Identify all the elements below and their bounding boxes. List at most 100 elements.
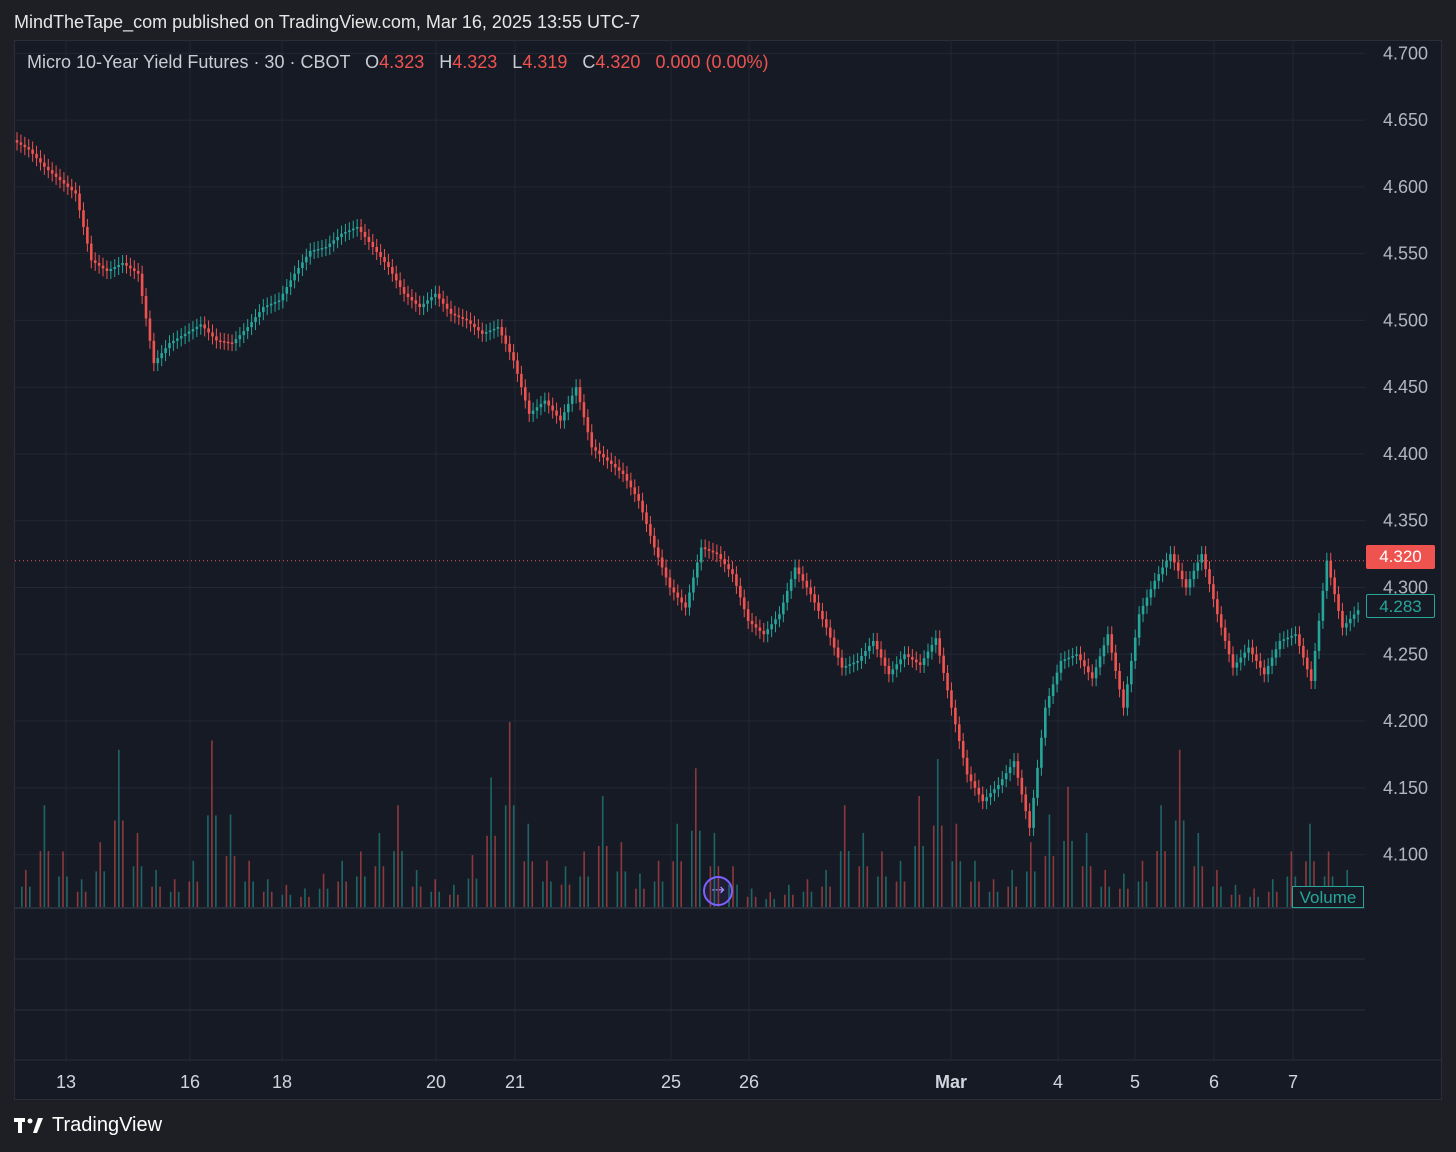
volume-bar — [839, 851, 842, 907]
candle-body — [1094, 667, 1098, 679]
candle-body — [907, 654, 910, 657]
candle-body — [328, 243, 332, 247]
candle-body — [1114, 652, 1117, 671]
candle-body — [598, 450, 601, 454]
volume-bar — [29, 886, 31, 907]
volume-bar — [1007, 886, 1009, 907]
candle-body — [531, 410, 535, 414]
volume-bar — [1108, 886, 1111, 907]
candle-body — [1345, 623, 1348, 628]
candle-body — [422, 303, 425, 308]
candle-body — [785, 590, 789, 603]
volume-bar — [1156, 851, 1158, 907]
jump-to-realtime-button[interactable]: ⇢ — [703, 876, 733, 906]
volume-bar — [1030, 842, 1032, 907]
candle-body — [1341, 610, 1344, 628]
volume-bar — [653, 881, 656, 907]
candle-body — [1075, 654, 1078, 656]
x-tick-label: 21 — [505, 1072, 525, 1092]
volume-bar — [583, 851, 585, 907]
volume-bar — [471, 855, 474, 907]
volume-bar — [680, 861, 682, 907]
candle-body — [125, 263, 128, 266]
volume-bar — [233, 856, 236, 907]
candle-body — [684, 602, 687, 608]
candle-body — [1051, 684, 1055, 697]
volume-bar — [508, 722, 511, 907]
candle-body — [719, 554, 723, 560]
volume-bar — [881, 851, 883, 907]
volume-bar — [866, 866, 869, 907]
x-tick-label: 13 — [56, 1072, 76, 1092]
volume-bar — [318, 888, 321, 907]
candle-body — [1313, 650, 1317, 681]
candle-body — [985, 797, 988, 802]
candle-body — [320, 247, 324, 250]
volume-bar — [970, 881, 972, 907]
candle-body — [1302, 645, 1305, 658]
candle-body — [1036, 767, 1039, 798]
candle-body — [668, 577, 672, 588]
volume-bar — [151, 886, 153, 907]
volume-bar — [955, 823, 958, 907]
volume-bar — [1127, 888, 1129, 907]
volume-bar — [784, 894, 786, 907]
volume-bar — [512, 805, 515, 907]
candle-body — [711, 550, 715, 553]
volume-bar — [895, 881, 898, 907]
footer-brand[interactable]: TradingView — [14, 1114, 162, 1137]
candle-body — [715, 552, 719, 555]
candle-body — [23, 144, 27, 148]
candle-body — [156, 358, 160, 364]
candle-body — [563, 412, 566, 421]
candle-body — [680, 597, 683, 603]
x-tick-label: 18 — [272, 1072, 292, 1092]
candle-body — [351, 228, 355, 231]
candle-body — [688, 592, 691, 608]
volume-bar — [419, 886, 422, 907]
candle-body — [1352, 614, 1356, 619]
candle-body — [78, 193, 81, 211]
candle-body — [1090, 672, 1094, 679]
volume-bar — [192, 860, 195, 907]
candle-body — [496, 327, 500, 329]
candle-body — [1098, 656, 1102, 668]
jump-arrow-icon: ⇢ — [711, 882, 725, 899]
volume-bar — [736, 884, 738, 907]
candle-body — [539, 403, 543, 408]
candle-body — [836, 647, 840, 658]
volume-bar — [862, 833, 865, 907]
volume-bar — [494, 835, 496, 907]
volume-bar — [597, 845, 600, 907]
candle-body — [875, 640, 879, 650]
candle-body — [242, 331, 246, 336]
candle-body — [727, 564, 730, 570]
volume-pane-label[interactable]: Volume — [1292, 886, 1364, 908]
volume-bar — [531, 861, 534, 907]
volume-bar — [1267, 891, 1270, 907]
candle-body — [1157, 574, 1160, 581]
volume-bar — [1286, 876, 1289, 907]
candle-body — [74, 190, 77, 194]
volume-bar — [1026, 871, 1028, 907]
candle-body — [1118, 670, 1121, 690]
candle-body — [559, 415, 562, 421]
legend-high-value: 4.323 — [452, 52, 498, 72]
candle-body — [93, 260, 97, 264]
volume-bar — [579, 876, 581, 907]
publisher-line: MindTheTape_com published on TradingView… — [14, 12, 641, 32]
candle-body — [1071, 655, 1074, 658]
candle-body — [1243, 652, 1247, 658]
candle-body — [1348, 618, 1352, 624]
volume-bar — [978, 881, 980, 907]
candle-body — [1180, 570, 1184, 580]
chart-frame[interactable] — [14, 40, 1442, 1100]
candle-body — [754, 624, 758, 628]
legend-symbol: Micro 10-Year Yield Futures · 30 · CBOT — [27, 52, 351, 72]
y-tick-label: 4.550 — [1383, 244, 1428, 264]
candle-body — [461, 317, 465, 319]
candle-body — [1329, 560, 1333, 578]
candle-body — [739, 585, 742, 598]
candle-body — [1040, 737, 1043, 768]
